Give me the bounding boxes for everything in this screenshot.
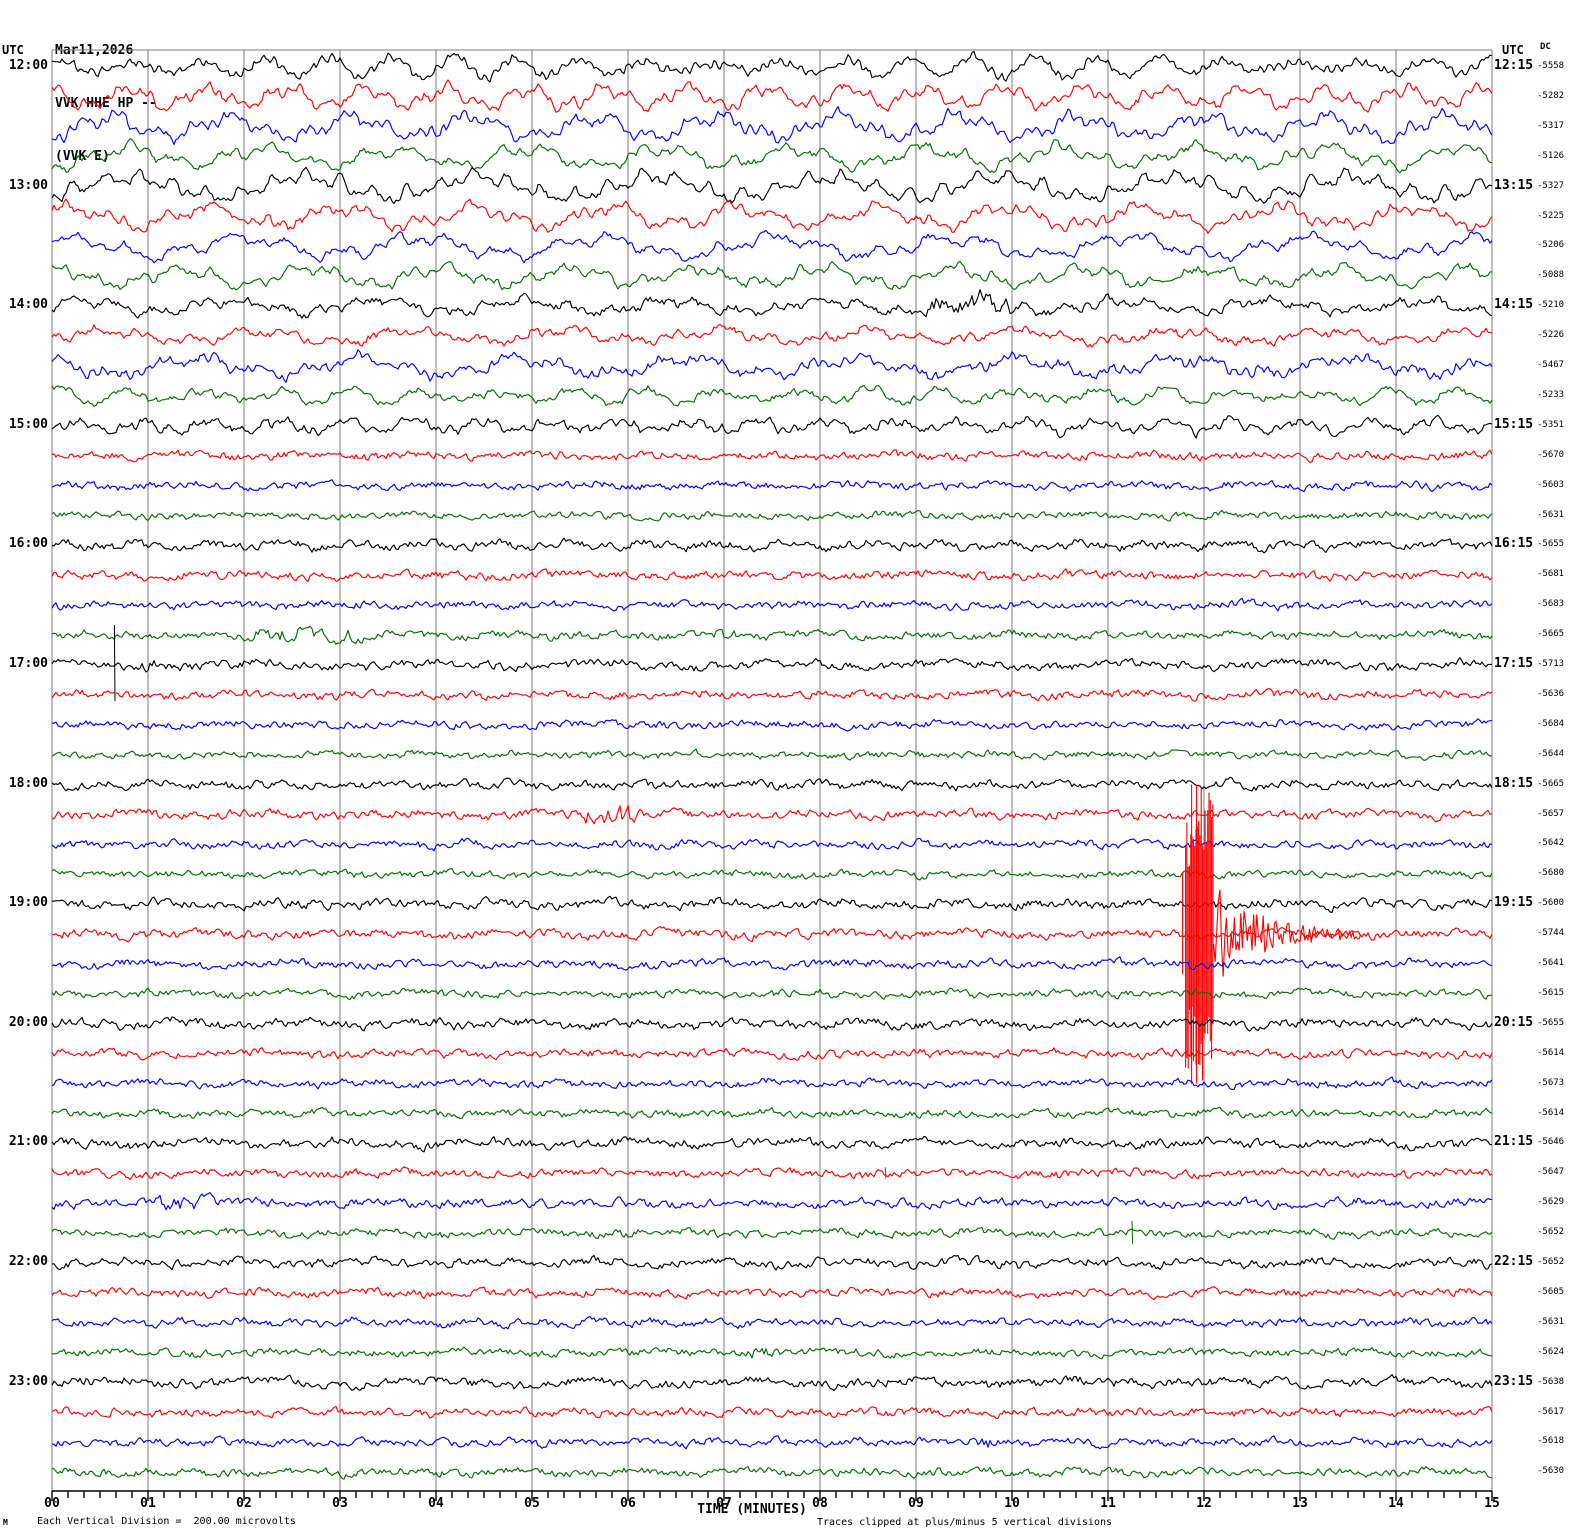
minute-tick-label: 09 [908,1496,924,1511]
minute-tick-label: 03 [332,1496,348,1511]
dc-value-label: -5647 [1537,1167,1565,1177]
hour-label-right: 23:15 [1494,1374,1534,1389]
dc-value-label: -5657 [1537,809,1565,819]
dc-value-label: -5467 [1537,360,1565,370]
dc-value-label: -5210 [1537,300,1565,310]
dc-value-label: -5206 [1537,240,1565,250]
dc-value-label: -5665 [1537,779,1565,789]
hour-label-right: 21:15 [1494,1134,1534,1149]
dc-value-label: -5655 [1537,539,1565,549]
dc-value-label: -5233 [1537,390,1565,400]
hour-label-right: 15:15 [1494,417,1534,432]
hour-label-left: 21:00 [8,1134,48,1149]
dc-value-label: -5558 [1537,61,1565,71]
hour-label-right: 19:15 [1494,895,1534,910]
dc-value-label: -5655 [1537,1018,1565,1028]
dc-value-label: -5630 [1537,1466,1565,1476]
clip-note: Traces clipped at plus/minus 5 vertical … [817,1517,1113,1528]
minute-tick-label: 02 [236,1496,252,1511]
minute-tick-label: 14 [1388,1496,1404,1511]
dc-value-label: -5226 [1537,330,1565,340]
dc-value-label: -5603 [1537,480,1565,490]
hour-label-right: 17:15 [1494,656,1534,671]
hour-label-left: 13:00 [8,178,48,193]
dc-value-label: -5282 [1537,91,1565,101]
dc-value-label: -5225 [1537,211,1565,221]
dc-value-label: -5684 [1537,719,1565,729]
hour-label-left: 23:00 [8,1374,48,1389]
hour-label-left: 16:00 [8,536,48,551]
dc-value-label: -5614 [1537,1108,1565,1118]
dc-value-label: -5631 [1537,510,1565,520]
dc-value-label: -5644 [1537,749,1565,759]
corner-mark: M [3,1518,8,1527]
minute-tick-label: 05 [524,1496,540,1511]
minute-tick-label: 15 [1484,1496,1500,1511]
dc-value-label: -5317 [1537,121,1565,131]
scale-note: Each Vertical Division = 200.00 microvol… [37,1516,296,1527]
dc-value-label: -5624 [1537,1347,1565,1357]
hour-label-right: 13:15 [1494,178,1534,193]
hour-label-right: 14:15 [1494,297,1534,312]
utc-header-right: UTC [1502,43,1524,57]
dc-column-header: DC [1540,42,1551,52]
minute-tick-label: 10 [1004,1496,1020,1511]
utc-header-left: UTC [2,43,24,57]
dc-value-label: -5642 [1537,838,1565,848]
title-block: Mar11,2026 VVK HHE HP -- (VVK E) [55,5,157,202]
dc-value-label: -5665 [1537,629,1565,639]
dc-value-label: -5683 [1537,599,1565,609]
dc-value-label: -5673 [1537,1078,1565,1088]
dc-value-label: -5680 [1537,868,1565,878]
hour-label-left: 17:00 [8,656,48,671]
dc-value-label: -5605 [1537,1287,1565,1297]
dc-value-label: -5351 [1537,420,1565,430]
dc-value-label: -5641 [1537,958,1565,968]
dc-value-label: -5713 [1537,659,1565,669]
dc-value-label: -5681 [1537,569,1565,579]
minute-tick-label: 00 [44,1496,60,1511]
minute-tick-label: 01 [140,1496,156,1511]
dc-value-label: -5670 [1537,450,1565,460]
hour-label-left: 19:00 [8,895,48,910]
dc-value-label: -5615 [1537,988,1565,998]
hour-label-left: 18:00 [8,776,48,791]
hour-label-right: 18:15 [1494,776,1534,791]
dc-value-label: -5600 [1537,898,1565,908]
hour-label-left: 22:00 [8,1254,48,1269]
dc-value-label: -5126 [1537,151,1565,161]
hour-label-left: 14:00 [8,297,48,312]
dc-value-label: -5652 [1537,1257,1565,1267]
dc-value-label: -5652 [1537,1227,1565,1237]
hour-label-right: 12:15 [1494,58,1534,73]
hour-label-right: 20:15 [1494,1015,1534,1030]
minute-tick-label: 11 [1100,1496,1116,1511]
minute-tick-label: 08 [812,1496,828,1511]
minute-tick-label: 12 [1196,1496,1212,1511]
dc-value-label: -5744 [1537,928,1565,938]
title-component: (VVK E) [55,149,110,164]
hour-label-right: 16:15 [1494,536,1534,551]
hour-label-left: 20:00 [8,1015,48,1030]
minute-tick-label: 07 [716,1496,732,1511]
dc-value-label: -5646 [1537,1137,1565,1147]
dc-value-label: -5636 [1537,689,1565,699]
dc-value-label: -5088 [1537,270,1565,280]
dc-value-label: -5618 [1537,1436,1565,1446]
dc-value-label: -5629 [1537,1197,1565,1207]
hour-label-left: 12:00 [8,58,48,73]
dc-value-label: -5617 [1537,1407,1565,1417]
minute-tick-label: 06 [620,1496,636,1511]
minute-tick-label: 13 [1292,1496,1308,1511]
x-axis-title: TIME (MINUTES) [697,1502,807,1517]
dc-value-label: -5614 [1537,1048,1565,1058]
dc-value-label: -5638 [1537,1377,1565,1387]
hour-label-right: 22:15 [1494,1254,1534,1269]
dc-value-label: -5631 [1537,1317,1565,1327]
hour-label-left: 15:00 [8,417,48,432]
minute-tick-label: 04 [428,1496,444,1511]
dc-value-label: -5327 [1537,181,1565,191]
